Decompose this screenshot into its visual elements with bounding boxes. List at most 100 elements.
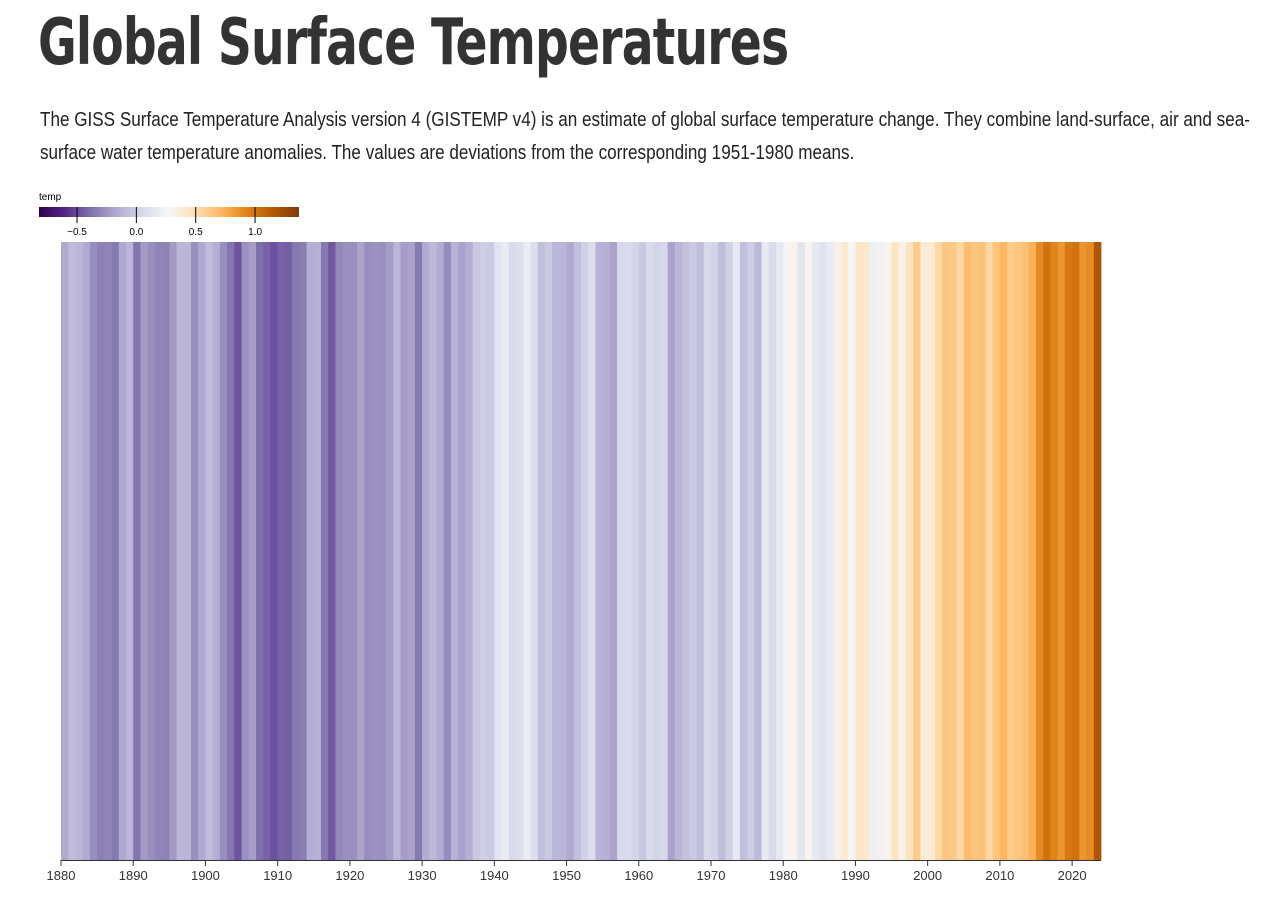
- stripe-1884: [89, 242, 98, 860]
- x-tick-label: 1900: [191, 868, 220, 883]
- stripe-1923: [371, 242, 380, 860]
- stripe-2023: [1093, 242, 1102, 860]
- stripe-1961: [646, 242, 654, 860]
- stripe-1917: [328, 242, 336, 860]
- x-tick-label: 1990: [841, 868, 870, 883]
- stripe-2017: [1050, 242, 1059, 860]
- stripe-1998: [913, 242, 921, 860]
- stripe-1900: [205, 242, 214, 860]
- stripe-1937: [472, 242, 481, 860]
- stripe-1948: [552, 242, 560, 860]
- stripe-2011: [1007, 242, 1015, 860]
- stripe-1929: [414, 242, 423, 860]
- color-legend: temp −0.5 0.0 0.5 1.0: [39, 192, 299, 238]
- stripe-2018: [1057, 242, 1066, 860]
- stripe-1889: [126, 242, 134, 860]
- x-tick-label: 2000: [913, 868, 942, 883]
- legend-tick-label: 0.0: [129, 227, 143, 238]
- stripe-2005: [963, 242, 972, 860]
- stripe-1924: [378, 242, 387, 860]
- stripe-2009: [992, 242, 1001, 860]
- stripe-1909: [270, 242, 279, 860]
- stripe-1988: [841, 242, 849, 860]
- stripe-1914: [306, 242, 315, 860]
- stripe-1943: [516, 242, 524, 860]
- legend-ticks: −0.5 0.0 0.5 1.0: [67, 207, 262, 238]
- x-tick-label: 1980: [769, 868, 798, 883]
- stripe-1955: [602, 242, 611, 860]
- stripe-2003: [949, 242, 957, 860]
- stripe-1902: [219, 242, 228, 860]
- stripe-2022: [1086, 242, 1095, 860]
- stripe-1942: [508, 242, 517, 860]
- stripe-1936: [465, 242, 474, 860]
- stripe-1910: [277, 242, 286, 860]
- stripe-1983: [804, 242, 813, 860]
- stripe-1978: [768, 242, 777, 860]
- stripe-1891: [140, 242, 149, 860]
- stripe-2021: [1079, 242, 1087, 860]
- stripe-2004: [956, 242, 965, 860]
- stripe-1987: [833, 242, 842, 860]
- stripe-1895: [169, 242, 177, 860]
- stripe-1939: [487, 242, 495, 860]
- stripe-1999: [920, 242, 929, 860]
- stripe-1994: [884, 242, 892, 860]
- stripe-1951: [573, 242, 582, 860]
- x-tick-label: 1920: [335, 868, 364, 883]
- stripe-2010: [999, 242, 1008, 860]
- stripe-2020: [1072, 242, 1080, 860]
- stripe-1945: [530, 242, 539, 860]
- stripe-1965: [674, 242, 683, 860]
- stripe-1880: [61, 242, 69, 860]
- stripe-1963: [660, 242, 669, 860]
- stripe-1952: [581, 242, 589, 860]
- stripe-2012: [1014, 242, 1022, 860]
- stripe-1970: [711, 242, 719, 860]
- stripe-1972: [725, 242, 734, 860]
- stripe-1947: [544, 242, 553, 860]
- stripe-2016: [1043, 242, 1051, 860]
- stripe-1890: [133, 242, 141, 860]
- stripe-1986: [826, 242, 835, 860]
- stripe-1949: [559, 242, 567, 860]
- x-tick-label: 1970: [697, 868, 726, 883]
- x-tick-label: 1890: [119, 868, 148, 883]
- stripe-1933: [443, 242, 452, 860]
- stripe-2002: [942, 242, 950, 860]
- x-tick-label: 2020: [1058, 868, 1087, 883]
- stripe-1912: [292, 242, 300, 860]
- stripe-1893: [154, 242, 163, 860]
- stripe-1898: [191, 242, 199, 860]
- stripe-1982: [797, 242, 806, 860]
- stripe-2014: [1028, 242, 1037, 860]
- stripe-1992: [869, 242, 878, 860]
- stripes-group: [61, 242, 1102, 860]
- stripe-1980: [783, 242, 791, 860]
- stripe-1926: [393, 242, 401, 860]
- stripe-1967: [689, 242, 697, 860]
- legend-title: temp: [39, 192, 62, 203]
- x-tick-label: 1950: [552, 868, 581, 883]
- stripe-1905: [241, 242, 250, 860]
- legend-tick-label: 1.0: [248, 227, 262, 238]
- stripe-2001: [934, 242, 943, 860]
- stripe-1997: [906, 242, 914, 860]
- stripe-1950: [566, 242, 575, 860]
- stripe-1907: [256, 242, 264, 860]
- stripe-1938: [479, 242, 488, 860]
- stripe-1934: [451, 242, 459, 860]
- stripe-2019: [1064, 242, 1073, 860]
- stripe-1920: [349, 242, 358, 860]
- x-tick-label: 2010: [985, 868, 1014, 883]
- stripe-2007: [978, 242, 986, 860]
- stripe-1897: [183, 242, 192, 860]
- legend-color-ramp: [39, 207, 299, 217]
- stripe-1892: [147, 242, 156, 860]
- stripe-1968: [696, 242, 705, 860]
- stripe-1904: [234, 242, 242, 860]
- page-description: The GISS Surface Temperature Analysis ve…: [40, 109, 1250, 164]
- stripe-1881: [68, 242, 76, 860]
- stripe-1957: [617, 242, 625, 860]
